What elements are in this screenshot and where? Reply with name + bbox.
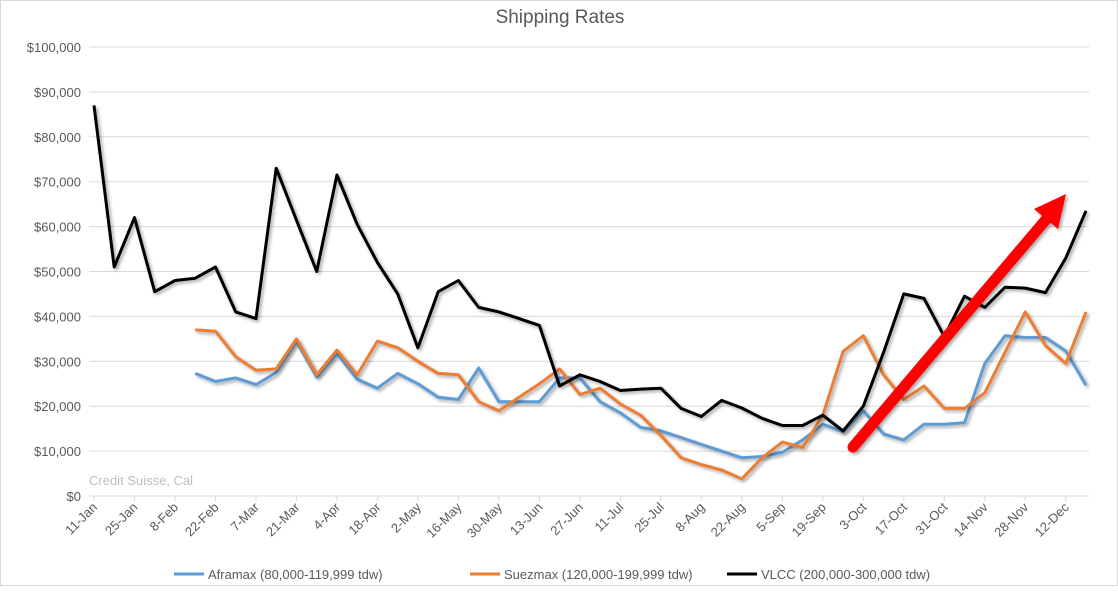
x-tick-label: 25-Jul bbox=[631, 499, 667, 535]
legend-item: VLCC (200,000-300,000 tdw) bbox=[727, 567, 930, 582]
legend-label: Aframax (80,000-119,999 tdw) bbox=[208, 567, 383, 582]
x-tick-label: 7-Mar bbox=[227, 499, 262, 534]
x-tick-label: 25-Jan bbox=[102, 500, 141, 539]
x-tick-label: 19-Sep bbox=[789, 500, 829, 540]
arrow-shaft bbox=[847, 210, 1055, 453]
watermark: Credit Suisse, Cal bbox=[89, 473, 193, 488]
chart-title: Shipping Rates bbox=[496, 7, 625, 28]
y-tick-label: $90,000 bbox=[34, 85, 81, 100]
x-tick-label: 28-Nov bbox=[991, 499, 1032, 540]
x-tick-label: 31-Oct bbox=[912, 499, 950, 537]
y-tick-label: $30,000 bbox=[34, 354, 81, 369]
y-tick-label: $50,000 bbox=[34, 265, 81, 280]
y-tick-label: $20,000 bbox=[34, 399, 81, 414]
x-tick-label: 17-Oct bbox=[872, 499, 910, 537]
x-tick-label: 4-Apr bbox=[310, 499, 344, 533]
x-tick-label: 16-May bbox=[423, 499, 465, 541]
legend-label: VLCC (200,000-300,000 tdw) bbox=[761, 567, 930, 582]
y-tick-label: $70,000 bbox=[34, 175, 81, 190]
x-tick-label: 8-Aug bbox=[672, 500, 707, 535]
y-tick-label: $60,000 bbox=[34, 220, 81, 235]
x-tick-label: 27-Jun bbox=[547, 500, 586, 539]
x-tick-label: 8-Feb bbox=[146, 500, 181, 535]
trend-arrow bbox=[847, 194, 1066, 453]
x-tick-label: 5-Sep bbox=[753, 500, 788, 535]
x-tick-label: 18-Apr bbox=[345, 499, 384, 538]
legend-item: Aframax (80,000-119,999 tdw) bbox=[174, 567, 383, 582]
x-tick-label: 12-Dec bbox=[1032, 499, 1073, 540]
x-tick-label: 21-Mar bbox=[263, 499, 303, 539]
series-line-suezmax bbox=[195, 310, 1088, 481]
legend-item: Suezmax (120,000-199,999 tdw) bbox=[470, 567, 693, 582]
x-tick-label: 3-Oct bbox=[836, 499, 869, 532]
x-tick-label: 22-Feb bbox=[182, 500, 222, 540]
y-tick-label: $80,000 bbox=[34, 130, 81, 145]
y-tick-label: $0 bbox=[67, 489, 81, 504]
x-tick-label: 2-May bbox=[388, 499, 424, 535]
series-line-aframax bbox=[194, 334, 1088, 460]
y-tick-label: $100,000 bbox=[27, 40, 81, 55]
x-tick-label: 11-Jan bbox=[62, 500, 100, 538]
y-tick-label: $40,000 bbox=[34, 309, 81, 324]
x-tick-label: 22-Aug bbox=[708, 500, 748, 540]
legend-label: Suezmax (120,000-199,999 tdw) bbox=[504, 567, 693, 582]
x-tick-label: 30-May bbox=[464, 499, 506, 541]
x-tick-label: 13-Jun bbox=[507, 500, 546, 539]
x-tick-label: 11-Jul bbox=[592, 499, 627, 534]
arrow-head bbox=[1034, 194, 1066, 229]
y-tick-label: $10,000 bbox=[34, 444, 81, 459]
series-line-vlcc bbox=[92, 105, 1088, 433]
x-tick-label: 14-Nov bbox=[951, 499, 992, 540]
